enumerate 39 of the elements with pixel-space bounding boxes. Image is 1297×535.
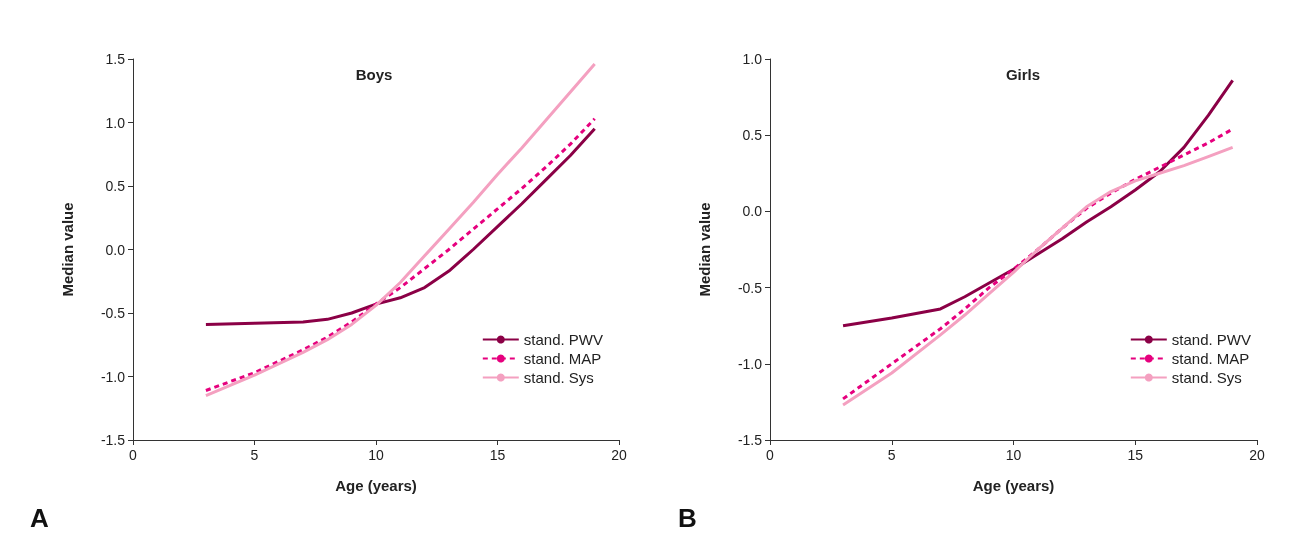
legend-label: stand. MAP bbox=[523, 350, 602, 367]
x-axis-title: Age (years) bbox=[972, 477, 1055, 494]
y-tick-label: 0.5 bbox=[742, 127, 763, 144]
y-tick-label: -1.0 bbox=[100, 368, 126, 385]
text: B bbox=[678, 503, 697, 533]
x-tick-label: 15 bbox=[489, 447, 506, 463]
legend-label: stand. PWV bbox=[523, 331, 604, 348]
x-tick-label: 0 bbox=[129, 447, 138, 463]
text: A bbox=[30, 503, 49, 533]
y-tick-label: 0.0 bbox=[105, 241, 126, 258]
y-tick-label: 0.5 bbox=[105, 178, 126, 194]
line-series bbox=[204, 127, 597, 326]
line-series bbox=[841, 78, 1235, 328]
y-axis-title: Median value bbox=[696, 202, 713, 297]
y-tick-label: 1.5 bbox=[105, 51, 126, 67]
x-tick-label: 20 bbox=[1249, 447, 1265, 463]
y-tick-label: -0.5 bbox=[737, 279, 763, 296]
legend-label: stand. Sys bbox=[523, 369, 594, 386]
x-tick-label: 10 bbox=[368, 447, 384, 463]
y-tick-label: -0.5 bbox=[100, 305, 126, 321]
x-tick-label: 15 bbox=[1127, 447, 1144, 463]
y-tick-label: -1.0 bbox=[737, 355, 763, 372]
x-tick-label: 20 bbox=[611, 447, 627, 463]
x-tick-label: 5 bbox=[250, 447, 259, 463]
text: Girls bbox=[1005, 66, 1041, 83]
y-tick-label: 1.0 bbox=[105, 114, 126, 131]
legend-label: stand. MAP bbox=[1171, 350, 1250, 367]
y-tick-label: 0.0 bbox=[742, 203, 763, 220]
y-axis-title: Median value bbox=[59, 202, 76, 297]
x-tick-label: 0 bbox=[766, 447, 775, 463]
x-tick-label: 10 bbox=[1005, 447, 1022, 463]
legend-label: stand. Sys bbox=[1171, 369, 1242, 386]
x-axis-title: Age (years) bbox=[335, 477, 417, 494]
y-tick-label: -1.5 bbox=[737, 432, 763, 448]
text: Boys bbox=[355, 66, 393, 83]
y-tick-label: 1.0 bbox=[742, 51, 763, 67]
y-tick-label: -1.5 bbox=[100, 432, 126, 448]
x-tick-label: 5 bbox=[887, 447, 896, 463]
legend-label: stand. PWV bbox=[1171, 331, 1252, 348]
